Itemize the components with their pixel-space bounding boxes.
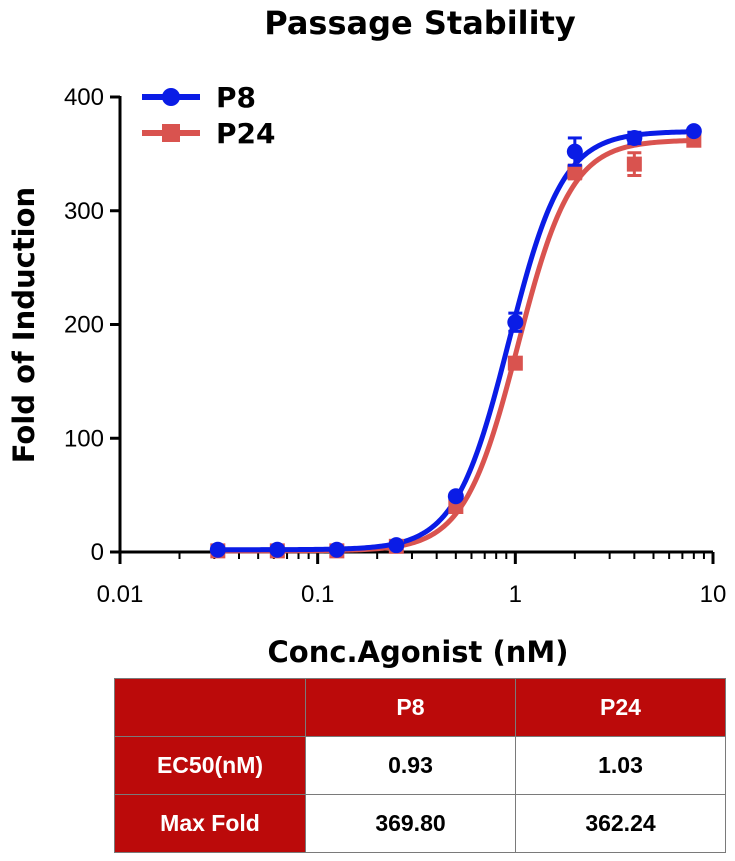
point-p8	[269, 541, 286, 558]
point-p24	[507, 355, 523, 371]
point-p8	[388, 537, 405, 554]
y-tick-label: 400	[64, 84, 104, 111]
legend-label-p24: P24	[216, 117, 276, 150]
ec50-p8: 0.93	[305, 736, 516, 795]
x-tick-label: 1	[509, 581, 522, 608]
point-p24	[567, 164, 583, 180]
point-p24	[626, 156, 642, 172]
table-row: EC50(nM) 0.93 1.03	[114, 736, 726, 795]
point-p8	[447, 488, 464, 505]
legend-label-p8: P8	[216, 81, 256, 114]
point-p8	[328, 541, 345, 558]
table-header-row: P8 P24	[114, 678, 726, 737]
legend-marker-p8	[162, 88, 180, 106]
y-tick-label: 300	[64, 198, 104, 225]
data-points	[209, 123, 702, 559]
row-label-max-fold: Max Fold	[114, 794, 306, 853]
y-tick-label: 0	[91, 539, 104, 566]
x-tick-label: 10	[700, 581, 727, 608]
x-tick-label: 0.01	[97, 581, 144, 608]
summary-table: P8 P24 EC50(nM) 0.93 1.03 Max Fold 369.8…	[114, 678, 726, 853]
x-tick-label: 0.1	[301, 581, 334, 608]
max-fold-p8: 369.80	[305, 794, 516, 853]
table-header-p8: P8	[305, 678, 516, 737]
point-p8	[209, 541, 226, 558]
table-row: Max Fold 369.80 362.24	[114, 794, 726, 853]
point-p8	[566, 143, 583, 160]
point-p8	[626, 129, 643, 146]
point-p8	[685, 123, 702, 140]
fit-curves	[217, 129, 694, 554]
axes: 0 100 200 300 400 0.01 0.1 1 10	[64, 84, 726, 608]
fit-curve-p8	[217, 129, 694, 553]
chart-title: Passage Stability	[264, 4, 576, 42]
table-header-p24: P24	[515, 678, 726, 737]
dose-response-chart: Passage Stability 0 100 200 300 400 0.01 0.1 1 1…	[7, 4, 726, 669]
row-label-ec50: EC50(nM)	[114, 736, 306, 795]
y-axis-label: Fold of Induction	[7, 187, 41, 463]
ec50-p24: 1.03	[515, 736, 726, 795]
point-p8	[507, 314, 524, 331]
legend-marker-p24	[162, 124, 180, 142]
x-axis-label: Conc.Agonist (nM)	[267, 635, 568, 669]
y-tick-label: 100	[64, 425, 104, 452]
y-tick-label: 200	[64, 312, 104, 339]
table-header-empty	[114, 678, 306, 737]
max-fold-p24: 362.24	[515, 794, 726, 853]
